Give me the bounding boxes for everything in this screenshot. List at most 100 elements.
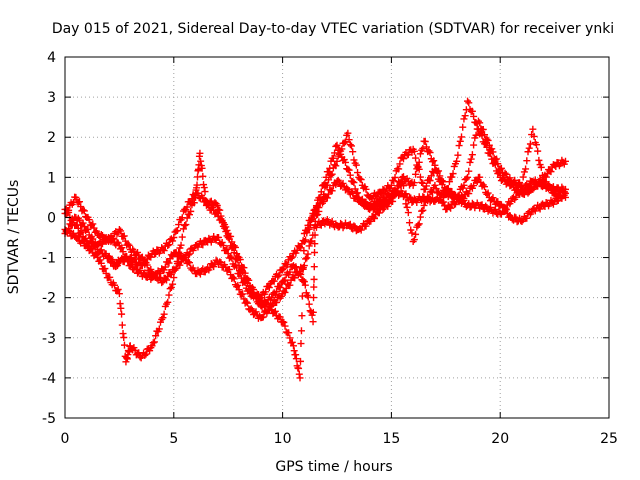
data-point-interp bbox=[339, 179, 347, 187]
x-tick-label: 0 bbox=[61, 431, 70, 447]
y-tick-label: 4 bbox=[47, 50, 56, 66]
data-point-interp bbox=[309, 231, 317, 239]
data-point-interp bbox=[467, 155, 475, 163]
data-point-interp bbox=[536, 205, 544, 213]
data-point-interp bbox=[146, 347, 154, 355]
data-point-interp bbox=[461, 112, 469, 120]
data-point-interp bbox=[316, 200, 324, 208]
data-point-interp bbox=[406, 193, 414, 201]
data-point-interp bbox=[552, 163, 560, 171]
data-point-interp bbox=[412, 154, 420, 162]
data-point-interp bbox=[155, 325, 163, 333]
data-point-interp bbox=[186, 211, 194, 219]
data-point-interp bbox=[160, 247, 168, 255]
data-point bbox=[333, 157, 341, 165]
data-point bbox=[170, 274, 178, 282]
data-point-interp bbox=[393, 188, 401, 196]
data-point-interp bbox=[348, 142, 356, 150]
data-point-interp bbox=[294, 271, 302, 279]
data-point bbox=[105, 234, 113, 241]
data-point-interp bbox=[138, 262, 146, 270]
data-point-interp bbox=[244, 299, 252, 307]
data-point-interp bbox=[299, 276, 307, 284]
y-tick-label: 2 bbox=[47, 130, 56, 146]
data-point-interp bbox=[399, 182, 407, 190]
data-point-interp bbox=[395, 165, 403, 173]
data-point-interp bbox=[349, 178, 357, 186]
data-point-interp bbox=[222, 223, 230, 231]
data-point-interp bbox=[283, 261, 291, 269]
x-tick-label: 15 bbox=[382, 431, 400, 447]
data-point bbox=[126, 342, 134, 350]
data-point-interp bbox=[404, 151, 412, 159]
data-point-interp bbox=[470, 112, 478, 120]
data-point-interp bbox=[234, 281, 242, 289]
data-point-interp bbox=[524, 189, 532, 197]
data-point-interp bbox=[165, 241, 173, 249]
data-point-interp bbox=[134, 248, 142, 256]
data-point-interp bbox=[530, 132, 538, 140]
data-point-interp bbox=[429, 188, 437, 196]
axis-layer: 0 5 10 15 20 25 -5 -4 -3 -2 -1 0 1 2 3 4 bbox=[42, 50, 618, 447]
data-point-interp bbox=[210, 263, 218, 271]
data-point-interp bbox=[341, 158, 349, 166]
data-point-interp bbox=[305, 242, 313, 250]
data-point-interp bbox=[391, 173, 399, 181]
data-point-interp bbox=[406, 219, 414, 227]
data-point-interp bbox=[512, 193, 520, 201]
data-point-interp bbox=[270, 277, 278, 285]
data-point-interp bbox=[291, 274, 299, 282]
data-point-interp bbox=[517, 183, 525, 191]
data-point-interp bbox=[176, 261, 184, 269]
data-point-interp bbox=[79, 219, 87, 227]
data-point-interp bbox=[98, 240, 106, 248]
data-point-interp bbox=[223, 226, 231, 234]
data-point-interp bbox=[488, 145, 496, 153]
data-point-interp bbox=[65, 226, 73, 234]
data-point-interp bbox=[187, 207, 195, 215]
data-point-interp bbox=[265, 284, 273, 292]
data-point-interp bbox=[73, 221, 81, 229]
data-point-interp bbox=[522, 165, 530, 173]
data-point-interp bbox=[497, 164, 505, 172]
data-point bbox=[387, 181, 395, 189]
data-point-interp bbox=[414, 221, 422, 229]
data-point-interp bbox=[422, 143, 430, 151]
data-point bbox=[431, 161, 439, 169]
data-point-interp bbox=[410, 179, 418, 187]
data-point-interp bbox=[193, 181, 201, 189]
data-point-interp bbox=[96, 256, 104, 264]
data-point-interp bbox=[502, 206, 510, 214]
data-point-interp bbox=[449, 170, 457, 178]
data-point-interp bbox=[201, 188, 209, 196]
data-point-interp bbox=[337, 147, 345, 155]
data-point-interp bbox=[346, 141, 354, 149]
data-point-interp bbox=[97, 259, 105, 267]
data-point-interp bbox=[240, 264, 248, 272]
data-point-interp bbox=[445, 178, 453, 186]
data-point-interp bbox=[312, 203, 320, 211]
data-point-interp bbox=[141, 351, 149, 359]
plot-frame bbox=[64, 56, 610, 419]
data-point-interp bbox=[399, 173, 407, 181]
y-tick-label: -2 bbox=[42, 291, 56, 307]
data-point-interp bbox=[408, 229, 416, 237]
data-point-interp bbox=[427, 187, 435, 195]
y-axis-title: SDTVAR / TECUs bbox=[6, 180, 22, 295]
data-point-interp bbox=[295, 370, 303, 378]
data-point-interp bbox=[125, 241, 133, 249]
data-point-interp bbox=[403, 203, 411, 211]
data-point-interp bbox=[169, 237, 177, 245]
data-point-interp bbox=[89, 220, 97, 228]
data-point-interp bbox=[542, 178, 550, 186]
data-point-interp bbox=[350, 222, 358, 230]
data-point-interp bbox=[489, 194, 497, 202]
data-point-interp bbox=[286, 334, 294, 342]
data-point-interp bbox=[79, 206, 87, 214]
data-point-interp bbox=[118, 244, 126, 252]
data-point-interp bbox=[468, 107, 476, 115]
data-point-interp bbox=[253, 290, 261, 298]
data-point-interp bbox=[217, 259, 225, 267]
data-point-interp bbox=[287, 254, 295, 262]
data-point-interp bbox=[499, 203, 507, 211]
